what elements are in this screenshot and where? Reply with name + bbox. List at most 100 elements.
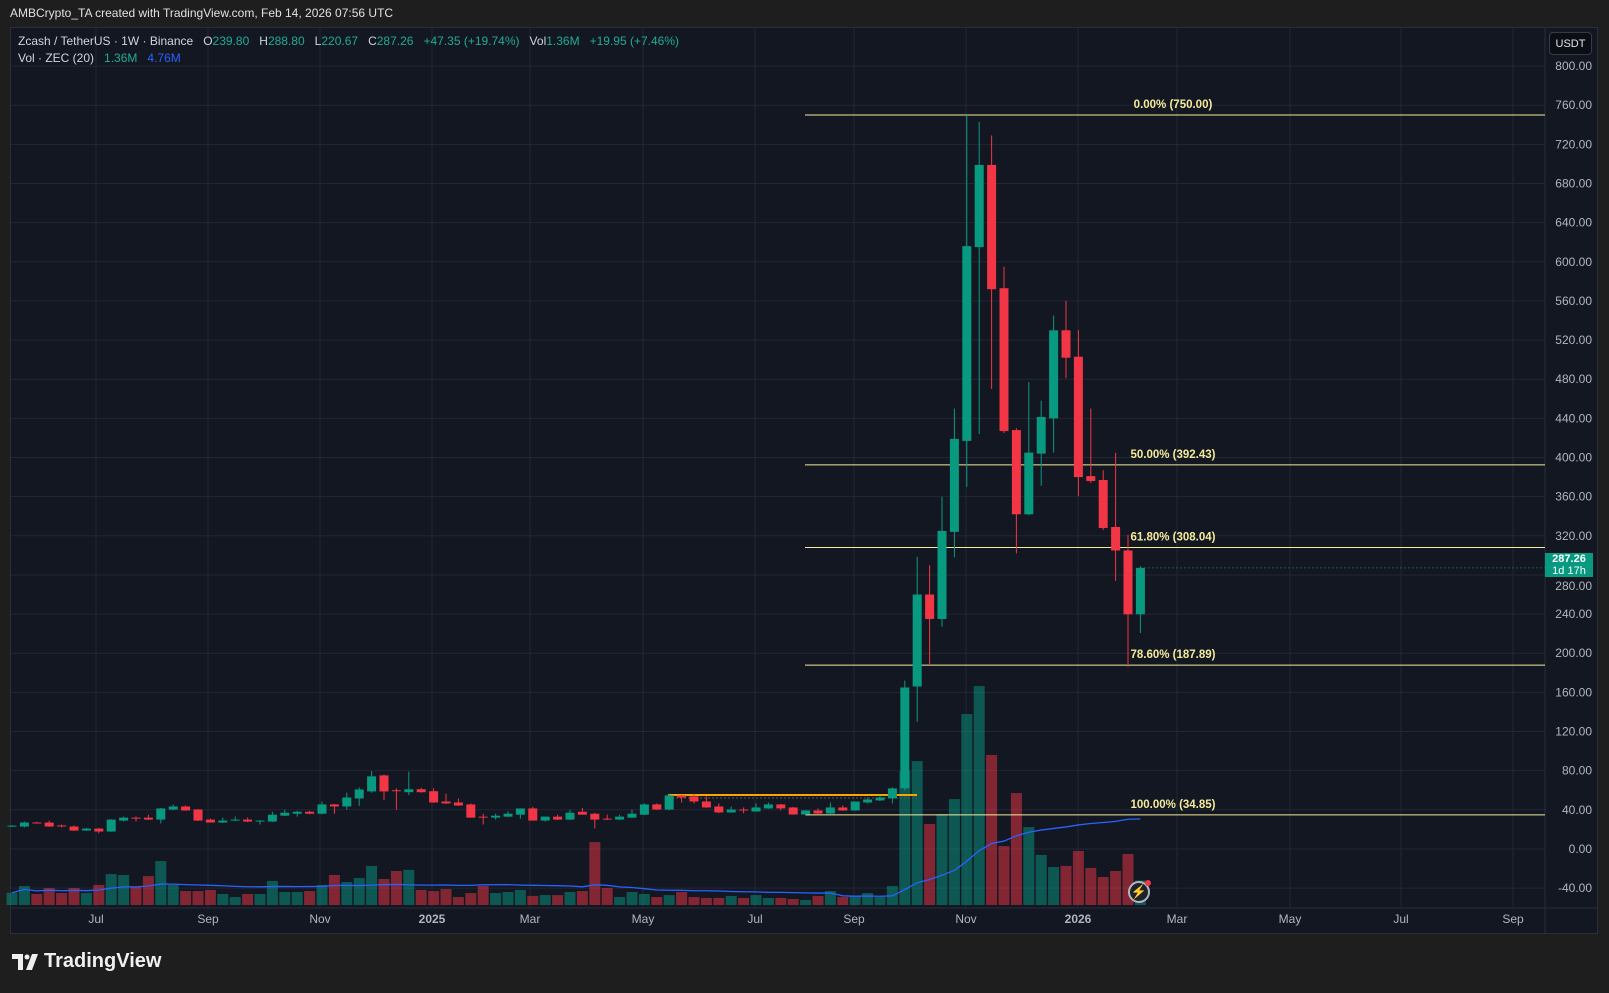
volume-bar	[68, 888, 80, 905]
candle-body	[478, 816, 488, 818]
candle-body	[367, 776, 377, 792]
volume-bar	[1060, 865, 1072, 905]
volume-bar	[688, 897, 700, 905]
volume-bar	[56, 893, 68, 905]
candle-body	[205, 819, 215, 823]
price-change: +47.35 (+19.74%)	[423, 34, 520, 48]
candle-body	[7, 825, 17, 827]
fib-level-label: 0.00% (750.00)	[1134, 99, 1213, 111]
candle-body	[1061, 330, 1071, 358]
volume-bar	[998, 846, 1010, 905]
price-axis-label: 40.00	[1562, 803, 1592, 817]
candle-body	[243, 819, 253, 822]
candle-body	[143, 817, 153, 820]
volume-label: Vol	[529, 34, 547, 48]
price-axis-label: 160.00	[1555, 685, 1592, 699]
candle-body	[652, 804, 662, 810]
candle-body	[528, 808, 538, 821]
candle-body	[19, 822, 29, 827]
volume-bar	[824, 891, 836, 905]
candle-body	[887, 788, 897, 799]
volume-bar	[911, 761, 923, 905]
volume-bar	[353, 878, 365, 905]
candle-body	[974, 164, 984, 248]
price-axis-label: 200.00	[1555, 646, 1592, 660]
volume-bar	[576, 891, 588, 905]
chart-caption: AMBCrypto_TA created with TradingView.co…	[10, 6, 394, 20]
candle-body	[912, 594, 922, 687]
candle-body	[503, 813, 513, 817]
price-axis-label: 720.00	[1555, 137, 1592, 151]
candle-body	[1123, 550, 1133, 615]
volume-bar	[93, 884, 105, 905]
volume-bar	[229, 897, 241, 905]
lightning-icon[interactable]: ⚡	[1128, 880, 1151, 903]
chart-frame[interactable]	[10, 27, 1598, 934]
currency-button[interactable]: USDT	[1549, 32, 1592, 55]
time-axis-label: Mar	[520, 912, 541, 926]
volume-bar	[961, 714, 973, 905]
volume-bar	[1110, 871, 1122, 905]
candle-body	[627, 813, 637, 818]
candle-body	[925, 594, 935, 619]
volume-bar	[31, 893, 43, 905]
price-axis-label: 680.00	[1555, 177, 1592, 191]
volume-bar	[700, 897, 712, 905]
candle-body	[677, 795, 687, 798]
close-label: C	[368, 34, 377, 48]
volume-bar	[539, 895, 551, 905]
candle-body	[739, 809, 749, 811]
volume-bar	[167, 884, 179, 905]
price-axis-label: 280.00	[1555, 579, 1592, 593]
volume-bar	[6, 892, 18, 905]
low-value: 220.67	[321, 34, 359, 48]
tradingview-logo[interactable]: TradingView	[12, 950, 161, 973]
low-label: L	[314, 34, 322, 48]
volume-bar	[638, 893, 650, 905]
candle-body	[491, 815, 501, 818]
candle-body	[850, 801, 860, 811]
volume-bar	[477, 886, 489, 905]
volume-bar	[663, 895, 675, 905]
time-axis-label: 2026	[1065, 912, 1092, 926]
time-axis-label: Sep	[1502, 912, 1524, 926]
close-value: 287.26	[376, 34, 414, 48]
volume-bar	[750, 895, 762, 905]
volume-bar	[254, 893, 266, 905]
volume-bar	[725, 895, 737, 905]
candle-body	[1111, 526, 1121, 551]
candle-body	[181, 806, 191, 811]
volume-bar	[527, 895, 539, 905]
price-axis-label: 560.00	[1555, 294, 1592, 308]
candle-body	[218, 820, 228, 823]
candle-body	[776, 804, 786, 809]
volume-bar	[874, 897, 886, 905]
volume-bar	[80, 893, 92, 905]
candle-body	[1086, 476, 1096, 481]
symbol-title[interactable]: Zcash / TetherUS · 1W · Binance	[18, 34, 194, 48]
candle-body	[1098, 480, 1108, 528]
candle-body	[317, 804, 327, 814]
candle-body	[999, 288, 1009, 432]
candle-body	[751, 807, 761, 812]
volume-value: 1.36M	[546, 34, 580, 48]
last-price-value: 287.26	[1552, 553, 1586, 565]
notification-dot	[1145, 880, 1151, 886]
price-axis-label: 120.00	[1555, 725, 1592, 739]
candle-body	[280, 812, 290, 816]
price-axis-label: 80.00	[1562, 764, 1592, 778]
candle-body	[32, 822, 42, 824]
volume-bar	[378, 878, 390, 905]
volume-bar	[738, 897, 750, 905]
volume-bar	[130, 886, 142, 905]
volume-bar	[316, 884, 328, 905]
volume-indicator-title[interactable]: Vol · ZEC (20)	[18, 51, 95, 65]
volume-bar	[341, 882, 353, 905]
high-value: 288.80	[267, 34, 305, 48]
candle-body	[106, 819, 116, 832]
candle-body	[602, 818, 612, 820]
candle-body	[838, 807, 848, 811]
candle-body	[863, 799, 873, 803]
candle-body	[515, 808, 525, 815]
